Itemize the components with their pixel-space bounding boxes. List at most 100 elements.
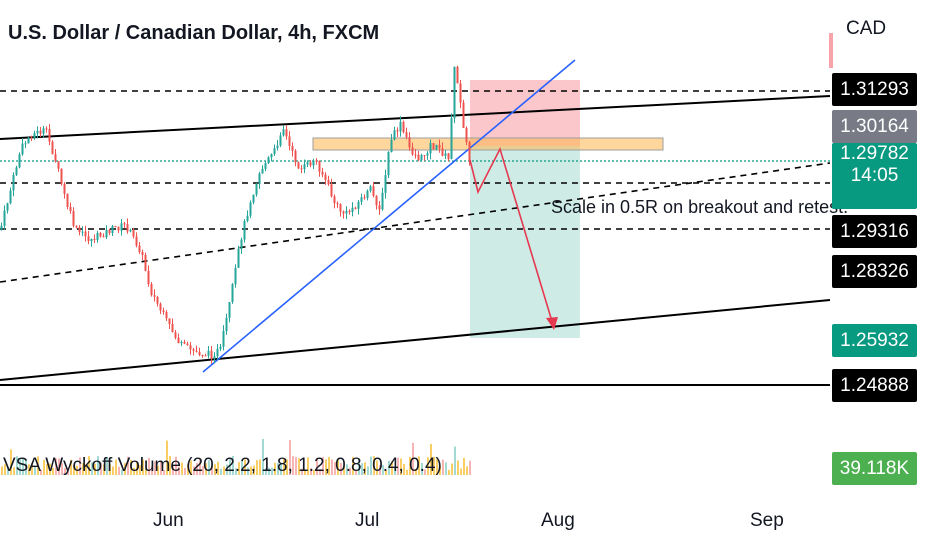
volume-bar (433, 456, 435, 475)
candle-body (468, 142, 471, 162)
candle-body (387, 151, 390, 176)
price-label-mid[interactable]: 1.30164 (832, 110, 917, 143)
candle-body (258, 173, 261, 185)
candle-body (324, 174, 327, 181)
candle-body (312, 160, 315, 166)
projection-arrow[interactable] (469, 146, 555, 329)
volume-bars (1, 438, 471, 475)
volume-bar (61, 463, 63, 475)
candle-body (84, 231, 87, 237)
candle-body (315, 160, 318, 162)
candle-body (291, 146, 294, 151)
candle-body (51, 141, 54, 155)
take-profit-zone[interactable] (470, 146, 580, 338)
price-label-support-1[interactable]: 1.29316 (832, 215, 917, 248)
volume-bar (382, 465, 384, 475)
candle-body (465, 127, 468, 143)
volume-bar (469, 460, 471, 475)
inner-channel-line[interactable] (0, 162, 831, 283)
volume-bar (367, 466, 369, 475)
candle-body (246, 215, 249, 222)
volume-bar (112, 466, 114, 475)
price-label-bottom-line[interactable]: 1.24888 (832, 369, 917, 402)
bar-countdown: 14:05 (850, 165, 899, 186)
chart-annotation[interactable]: Scale in 0.5R on breakout and retest. (551, 197, 849, 217)
price-label-current[interactable]: 1.29782 14:05 (832, 143, 917, 209)
candle-body (150, 284, 153, 296)
candle-body (369, 186, 372, 191)
volume-bar (13, 467, 15, 475)
volume-bar (133, 467, 135, 475)
candle-body (405, 132, 408, 138)
time-label-sep: Sep (750, 510, 784, 531)
volume-bar (70, 459, 72, 475)
candle-body (318, 160, 321, 172)
volume-bar (214, 464, 216, 475)
price-label-target[interactable]: 1.25932 (832, 324, 917, 357)
volume-bar (412, 442, 414, 475)
lower-channel-line[interactable] (0, 299, 831, 381)
candle-body (189, 345, 192, 350)
ascending-trendline[interactable] (202, 59, 576, 373)
arrow-head-icon (546, 317, 558, 330)
volume-bar (388, 460, 390, 475)
volume-bar (340, 462, 342, 475)
candle-body (66, 193, 69, 207)
candle-body (99, 232, 102, 237)
candle-body (195, 350, 198, 352)
symbol-title[interactable]: U.S. Dollar / Canadian Dollar, 4h, FXCM (8, 22, 380, 44)
volume-value-label[interactable]: 39.118K (832, 452, 917, 485)
volume-bar (253, 465, 255, 475)
volume-bar (373, 456, 375, 475)
volume-bar (442, 459, 444, 475)
volume-bar (463, 458, 465, 475)
candle-body (165, 312, 168, 319)
volume-bar (259, 459, 261, 475)
candle-body (27, 137, 30, 144)
volume-bar (250, 466, 252, 475)
volume-bar (16, 456, 18, 475)
candle-body (255, 184, 258, 195)
candle-body (90, 239, 93, 241)
price-label-support-2[interactable]: 1.28326 (832, 255, 917, 288)
candle-body (252, 194, 255, 203)
volume-bar (238, 462, 240, 475)
volume-bar (445, 462, 447, 475)
candle-body (453, 66, 456, 119)
volume-bar (406, 469, 408, 475)
volume-bar (370, 456, 372, 475)
volume-bar (424, 469, 426, 475)
candle-body (261, 168, 264, 174)
candle-body (414, 154, 417, 156)
candle-body (147, 270, 150, 285)
candle-body (207, 350, 210, 356)
volume-bar (193, 466, 195, 475)
volume-bar (64, 468, 66, 475)
volume-bar (457, 460, 459, 475)
candle-body (459, 83, 462, 103)
volume-bar (187, 464, 189, 475)
candle-body (402, 121, 405, 133)
candle-body (375, 195, 378, 206)
volume-bar (301, 468, 303, 475)
volume-bar (289, 440, 291, 475)
candle-body (60, 168, 63, 184)
candle-body (273, 148, 276, 155)
candle-body (441, 148, 444, 156)
volume-bar (124, 463, 126, 475)
volume-bar (283, 458, 285, 475)
volume-bar (196, 463, 198, 475)
volume-bar (109, 464, 111, 475)
volume-bar (160, 460, 162, 475)
volume-bar (466, 466, 468, 475)
price-label-top-line[interactable]: 1.31293 (832, 73, 917, 106)
indicator-legend[interactable]: VSA Wyckoff Volume (20, 2.2, 1.8, 1.2, 0… (3, 455, 442, 476)
retest-zone[interactable] (312, 137, 664, 151)
candle-body (87, 236, 90, 241)
candle-body (39, 130, 42, 134)
upper-channel-line[interactable] (0, 95, 831, 140)
candle-body (447, 153, 450, 159)
volume-bar (157, 465, 159, 475)
